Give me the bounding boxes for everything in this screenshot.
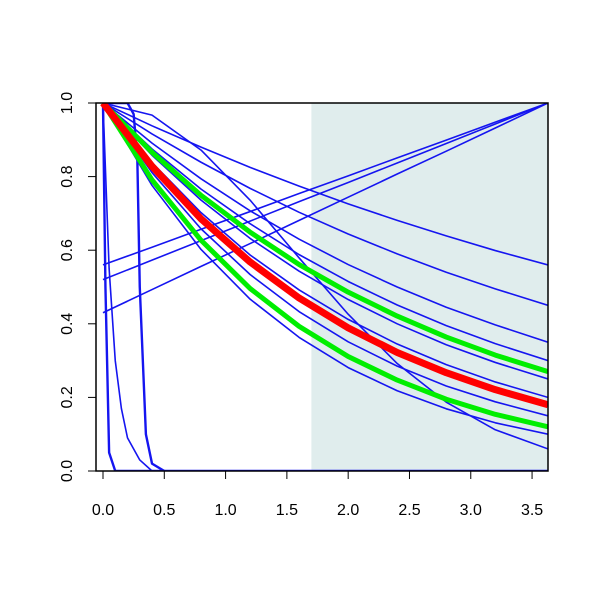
x-tick-label: 2.0 <box>337 502 359 519</box>
x-tick-label: 0.0 <box>92 502 114 519</box>
y-tick-label: 0.4 <box>59 313 76 335</box>
curve <box>102 103 153 471</box>
curve <box>102 103 548 417</box>
y-tick-label: 0.6 <box>59 239 76 261</box>
x-tick-label: 3.5 <box>521 502 543 519</box>
plot-lines <box>100 103 548 471</box>
x-tick-label: 1.5 <box>276 502 298 519</box>
curve <box>102 103 548 307</box>
curve <box>102 103 165 471</box>
y-tick-label: 1.0 <box>59 92 76 114</box>
x-tick-label: 2.5 <box>398 502 420 519</box>
curve <box>102 103 548 343</box>
y-tick-label: 0.2 <box>59 386 76 408</box>
shaded-region <box>311 103 548 471</box>
curve <box>102 103 548 266</box>
curve <box>100 103 548 409</box>
curve <box>102 103 548 362</box>
curve <box>102 103 548 281</box>
plot-frame <box>95 102 549 472</box>
curve <box>101 103 548 471</box>
curve <box>102 103 548 266</box>
y-tick-label: 0.0 <box>59 460 76 482</box>
curve <box>102 103 548 450</box>
x-tick-label: 3.0 <box>460 502 482 519</box>
curve <box>102 103 548 314</box>
x-tick-label: 1.0 <box>214 502 236 519</box>
curve <box>101 103 548 375</box>
y-tick-label: 0.8 <box>59 165 76 187</box>
x-tick-label: 0.5 <box>153 502 175 519</box>
curve <box>100 103 548 430</box>
